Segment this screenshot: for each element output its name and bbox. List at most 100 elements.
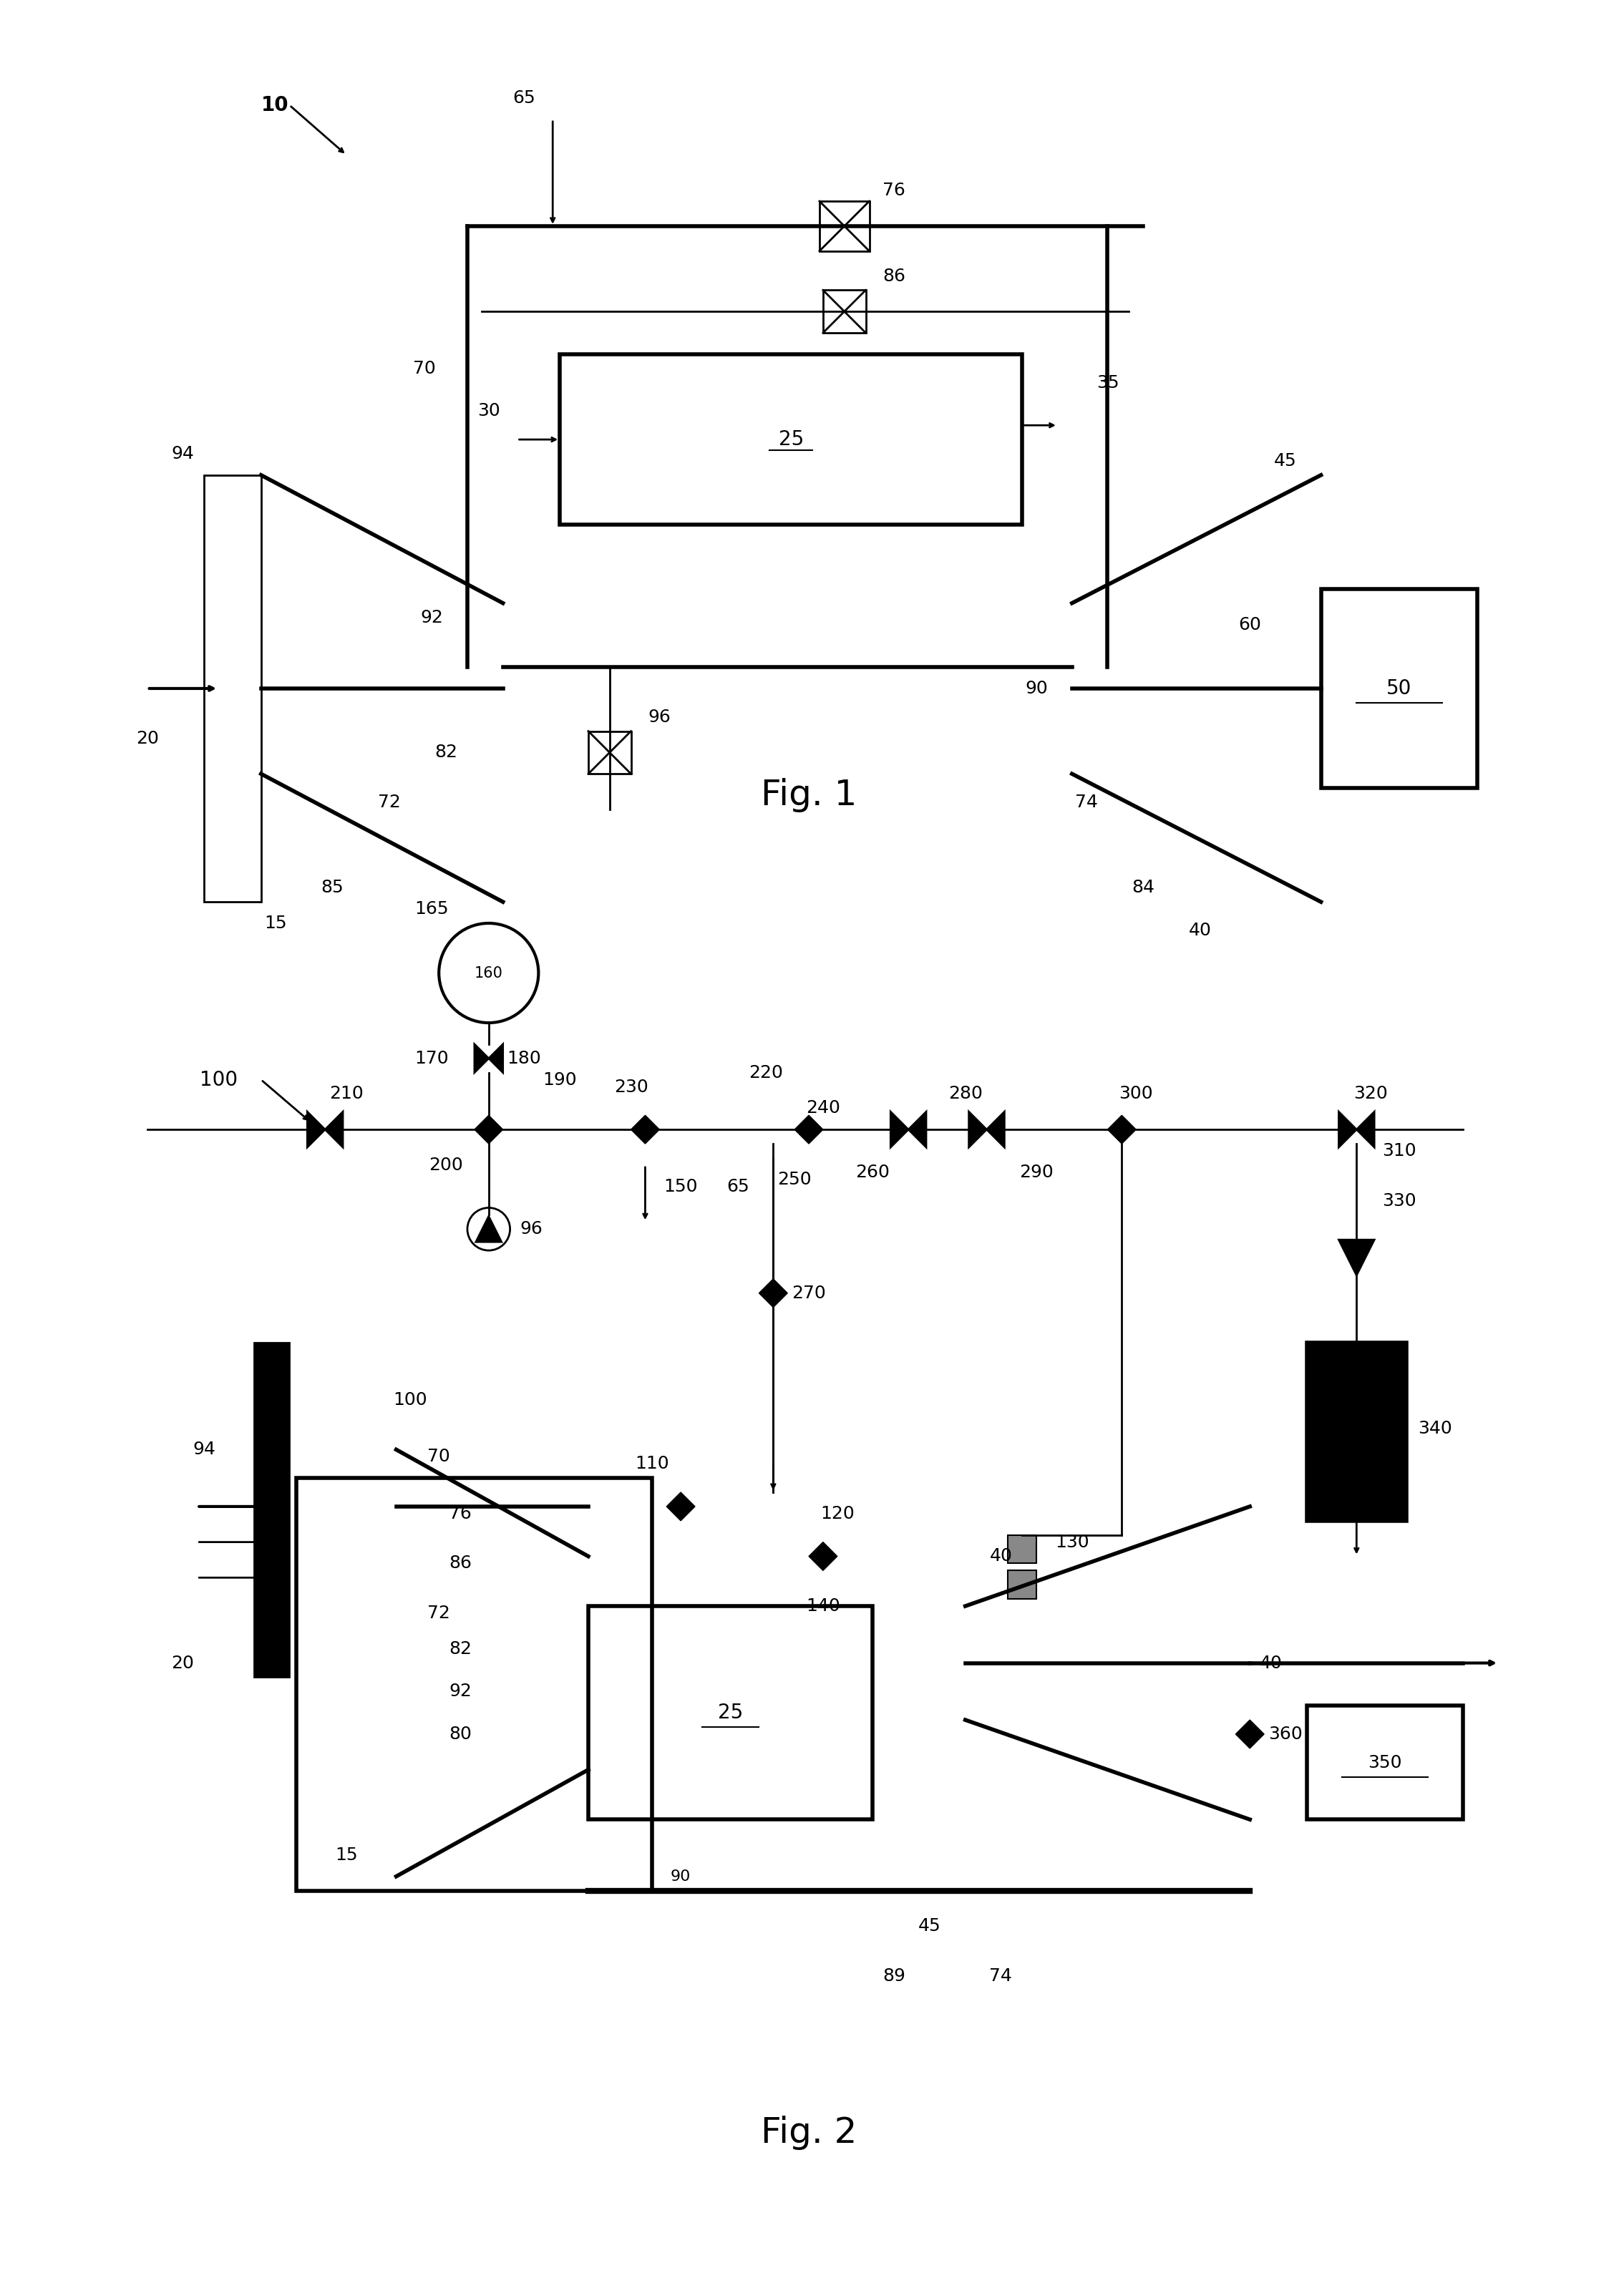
Text: 90: 90 (671, 1869, 690, 1883)
Text: 210: 210 (330, 1086, 364, 1102)
Text: 230: 230 (614, 1079, 648, 1095)
Polygon shape (987, 1111, 1004, 1148)
Text: 260: 260 (856, 1164, 890, 1180)
Text: 30: 30 (477, 402, 500, 420)
Text: 160: 160 (474, 967, 503, 980)
Text: 15: 15 (335, 1846, 357, 1864)
Text: Fig. 1: Fig. 1 (760, 778, 857, 813)
Text: 35: 35 (1096, 374, 1119, 390)
Polygon shape (476, 1217, 502, 1242)
Text: 140: 140 (806, 1598, 840, 1614)
Text: 96: 96 (648, 709, 671, 726)
Text: 65: 65 (726, 1178, 749, 1194)
Text: 89: 89 (883, 1968, 906, 1984)
Text: 220: 220 (749, 1063, 783, 1081)
Text: 25: 25 (718, 1704, 744, 1722)
Text: 15: 15 (265, 914, 286, 932)
Text: 130: 130 (1056, 1534, 1090, 1550)
Polygon shape (489, 1045, 503, 1072)
Text: 94: 94 (193, 1442, 216, 1458)
Text: 40: 40 (989, 1548, 1012, 1566)
Bar (1307, 1706, 1463, 1818)
Polygon shape (908, 1111, 926, 1148)
Text: 320: 320 (1354, 1086, 1389, 1102)
Text: 65: 65 (513, 90, 536, 106)
Text: 70: 70 (412, 360, 435, 377)
Polygon shape (1338, 1240, 1374, 1274)
Text: 240: 240 (806, 1100, 840, 1116)
Text: 76: 76 (448, 1506, 471, 1522)
Bar (820, 202, 869, 250)
Polygon shape (970, 1111, 987, 1148)
Text: 45: 45 (918, 1917, 940, 1936)
Text: 150: 150 (664, 1178, 698, 1194)
Text: 20: 20 (172, 1655, 195, 1671)
Bar (1009, 1570, 1036, 1598)
Text: 330: 330 (1382, 1192, 1416, 1210)
Text: 270: 270 (793, 1283, 827, 1302)
Text: 70: 70 (427, 1449, 450, 1465)
Text: 60: 60 (1239, 615, 1262, 634)
Text: 310: 310 (1382, 1141, 1416, 1159)
Text: 74: 74 (989, 1968, 1012, 1984)
Text: 40: 40 (1189, 921, 1212, 939)
Text: 350: 350 (1367, 1754, 1402, 1770)
Text: 84: 84 (1132, 879, 1155, 895)
Bar (823, 289, 866, 333)
Text: 20: 20 (136, 730, 159, 746)
Polygon shape (1108, 1116, 1137, 1143)
Text: 72: 72 (427, 1605, 450, 1621)
Text: 74: 74 (1075, 794, 1098, 810)
Bar (588, 1607, 872, 1818)
Bar (253, 1343, 289, 1678)
Bar (560, 354, 1021, 526)
Text: 165: 165 (414, 900, 448, 918)
Text: 110: 110 (635, 1456, 669, 1472)
Polygon shape (474, 1045, 489, 1072)
Text: 96: 96 (520, 1221, 542, 1238)
Text: 180: 180 (507, 1049, 541, 1068)
Polygon shape (794, 1116, 823, 1143)
Bar (1320, 588, 1478, 788)
Polygon shape (809, 1543, 838, 1570)
Text: Fig. 2: Fig. 2 (760, 2115, 857, 2149)
Text: 94: 94 (172, 445, 195, 461)
Text: 90: 90 (1025, 680, 1047, 698)
Text: 76: 76 (883, 181, 906, 200)
Text: 290: 290 (1020, 1164, 1054, 1180)
Text: 10: 10 (261, 94, 289, 115)
Text: 170: 170 (414, 1049, 448, 1068)
Bar (588, 730, 632, 774)
Polygon shape (307, 1111, 325, 1148)
Text: 360: 360 (1268, 1727, 1302, 1743)
Polygon shape (1356, 1111, 1374, 1148)
Text: 82: 82 (435, 744, 458, 760)
Text: 45: 45 (1275, 452, 1298, 468)
Polygon shape (474, 1116, 503, 1143)
Text: 92: 92 (448, 1683, 471, 1699)
Text: 250: 250 (778, 1171, 812, 1187)
Text: 340: 340 (1418, 1419, 1452, 1437)
Polygon shape (632, 1116, 659, 1143)
Text: 100: 100 (200, 1070, 237, 1091)
Polygon shape (758, 1279, 788, 1306)
Bar (1307, 1343, 1406, 1520)
Polygon shape (1338, 1111, 1356, 1148)
Polygon shape (325, 1111, 343, 1148)
Text: 86: 86 (448, 1554, 471, 1573)
Polygon shape (1236, 1720, 1263, 1747)
Text: 190: 190 (542, 1072, 577, 1088)
Text: 85: 85 (322, 879, 344, 895)
Text: 50: 50 (1387, 677, 1411, 698)
Text: 40: 40 (1260, 1655, 1283, 1671)
Text: 280: 280 (948, 1086, 983, 1102)
Text: 86: 86 (883, 266, 906, 285)
Text: 300: 300 (1119, 1086, 1153, 1102)
Text: 80: 80 (448, 1727, 471, 1743)
Bar (297, 1479, 653, 1890)
Text: 25: 25 (778, 429, 804, 450)
Text: 72: 72 (378, 794, 401, 810)
Text: 200: 200 (429, 1157, 463, 1173)
Bar (205, 475, 261, 902)
Bar (1009, 1536, 1036, 1564)
